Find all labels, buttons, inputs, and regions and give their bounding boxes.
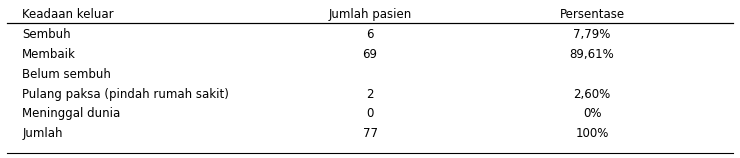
Text: 0: 0	[366, 107, 374, 120]
Text: 2,60%: 2,60%	[574, 88, 610, 100]
Text: Jumlah pasien: Jumlah pasien	[329, 8, 411, 21]
Text: Belum sembuh: Belum sembuh	[22, 68, 111, 81]
Text: Pulang paksa (pindah rumah sakit): Pulang paksa (pindah rumah sakit)	[22, 88, 229, 100]
Text: 100%: 100%	[575, 127, 609, 140]
Text: Keadaan keluar: Keadaan keluar	[22, 8, 114, 21]
Text: 89,61%: 89,61%	[570, 48, 614, 61]
Text: 6: 6	[366, 28, 374, 41]
Text: Membaik: Membaik	[22, 48, 76, 61]
Text: 0%: 0%	[583, 107, 601, 120]
Text: Jumlah: Jumlah	[22, 127, 63, 140]
Text: Persentase: Persentase	[559, 8, 625, 21]
Text: 2: 2	[366, 88, 374, 100]
Text: Sembuh: Sembuh	[22, 28, 71, 41]
Text: 7,79%: 7,79%	[574, 28, 610, 41]
Text: Meninggal dunia: Meninggal dunia	[22, 107, 121, 120]
Text: 69: 69	[363, 48, 377, 61]
Text: 77: 77	[363, 127, 377, 140]
